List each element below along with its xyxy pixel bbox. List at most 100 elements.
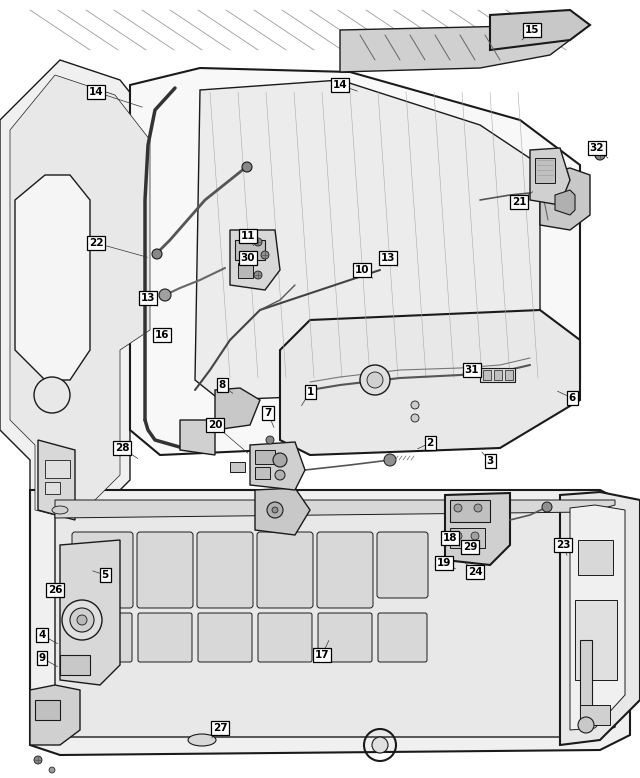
FancyBboxPatch shape	[377, 532, 428, 598]
Circle shape	[578, 717, 594, 733]
FancyBboxPatch shape	[230, 462, 245, 472]
Circle shape	[471, 532, 479, 540]
FancyBboxPatch shape	[255, 450, 275, 464]
Text: 6: 6	[568, 393, 575, 403]
FancyBboxPatch shape	[197, 532, 253, 608]
Polygon shape	[30, 490, 630, 755]
Circle shape	[273, 453, 287, 467]
Text: 32: 32	[589, 143, 604, 153]
FancyBboxPatch shape	[505, 370, 513, 380]
Polygon shape	[490, 10, 590, 50]
Polygon shape	[250, 442, 305, 490]
FancyBboxPatch shape	[575, 600, 617, 680]
Text: 19: 19	[437, 558, 451, 568]
Polygon shape	[130, 68, 580, 455]
FancyBboxPatch shape	[35, 700, 60, 720]
Text: 13: 13	[141, 293, 156, 303]
Circle shape	[272, 507, 278, 513]
FancyBboxPatch shape	[255, 467, 270, 479]
Text: 13: 13	[381, 253, 396, 263]
FancyBboxPatch shape	[258, 613, 312, 662]
Text: 28: 28	[115, 443, 129, 453]
Text: 4: 4	[38, 630, 45, 640]
Text: 8: 8	[218, 380, 226, 390]
FancyBboxPatch shape	[480, 368, 515, 382]
Ellipse shape	[52, 506, 68, 514]
Text: 30: 30	[241, 253, 255, 263]
Circle shape	[384, 454, 396, 466]
Polygon shape	[55, 502, 615, 737]
Circle shape	[372, 737, 388, 753]
FancyBboxPatch shape	[317, 532, 373, 608]
Circle shape	[360, 365, 390, 395]
Circle shape	[34, 756, 42, 764]
Polygon shape	[30, 685, 80, 745]
Circle shape	[152, 249, 162, 259]
Polygon shape	[15, 175, 90, 380]
FancyBboxPatch shape	[580, 705, 610, 725]
Circle shape	[474, 504, 482, 512]
Polygon shape	[445, 493, 510, 565]
Circle shape	[411, 401, 419, 409]
Text: 1: 1	[307, 387, 314, 397]
FancyBboxPatch shape	[450, 500, 490, 522]
Text: 31: 31	[465, 365, 479, 375]
FancyBboxPatch shape	[45, 482, 60, 494]
Polygon shape	[230, 230, 280, 290]
Circle shape	[77, 615, 87, 625]
Text: 11: 11	[241, 231, 255, 241]
FancyBboxPatch shape	[137, 532, 193, 608]
FancyBboxPatch shape	[318, 613, 372, 662]
Polygon shape	[530, 148, 570, 205]
Text: 27: 27	[212, 723, 227, 733]
Polygon shape	[570, 505, 625, 730]
Circle shape	[267, 502, 283, 518]
Polygon shape	[280, 310, 580, 455]
Polygon shape	[215, 388, 260, 430]
Text: 22: 22	[89, 238, 103, 248]
FancyBboxPatch shape	[235, 240, 265, 260]
Circle shape	[254, 271, 262, 279]
Polygon shape	[580, 640, 592, 720]
Circle shape	[367, 372, 383, 388]
Text: 10: 10	[355, 265, 369, 275]
Circle shape	[454, 504, 462, 512]
FancyBboxPatch shape	[378, 613, 427, 662]
Polygon shape	[195, 80, 540, 400]
Text: 14: 14	[333, 80, 348, 90]
FancyBboxPatch shape	[535, 158, 555, 183]
Polygon shape	[560, 492, 640, 745]
Circle shape	[275, 470, 285, 480]
Polygon shape	[555, 190, 575, 215]
FancyBboxPatch shape	[494, 370, 502, 380]
Circle shape	[62, 600, 102, 640]
Text: 24: 24	[468, 567, 483, 577]
Text: 20: 20	[208, 420, 222, 430]
FancyBboxPatch shape	[578, 540, 613, 575]
Circle shape	[70, 608, 94, 632]
Text: 2: 2	[426, 438, 434, 448]
Text: 5: 5	[101, 570, 109, 580]
FancyBboxPatch shape	[45, 460, 70, 478]
Circle shape	[261, 251, 269, 259]
FancyBboxPatch shape	[450, 528, 485, 548]
Text: 14: 14	[89, 87, 103, 97]
Text: 26: 26	[48, 585, 62, 595]
Ellipse shape	[188, 734, 216, 746]
FancyBboxPatch shape	[73, 613, 132, 662]
FancyBboxPatch shape	[238, 263, 253, 278]
Circle shape	[34, 377, 70, 413]
Circle shape	[159, 289, 171, 301]
Polygon shape	[10, 75, 150, 520]
Polygon shape	[255, 488, 310, 535]
Polygon shape	[340, 25, 570, 72]
Text: 16: 16	[155, 330, 169, 340]
Text: 21: 21	[512, 197, 526, 207]
Circle shape	[542, 502, 552, 512]
FancyBboxPatch shape	[257, 532, 313, 608]
Text: 17: 17	[315, 650, 330, 660]
Polygon shape	[60, 540, 120, 685]
Text: 15: 15	[525, 25, 540, 35]
Polygon shape	[0, 60, 160, 530]
Text: 23: 23	[556, 540, 570, 550]
